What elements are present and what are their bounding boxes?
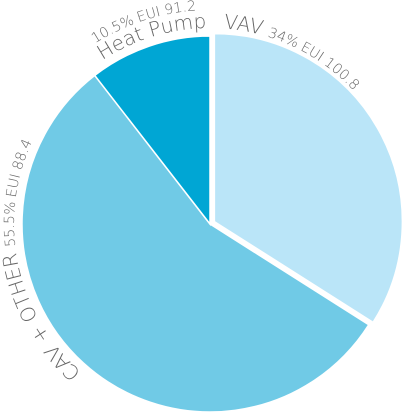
pie-slice <box>93 35 211 227</box>
percent-label: 55.5% <box>2 201 19 248</box>
pie-slice <box>21 74 370 413</box>
pie-slice <box>213 32 404 324</box>
